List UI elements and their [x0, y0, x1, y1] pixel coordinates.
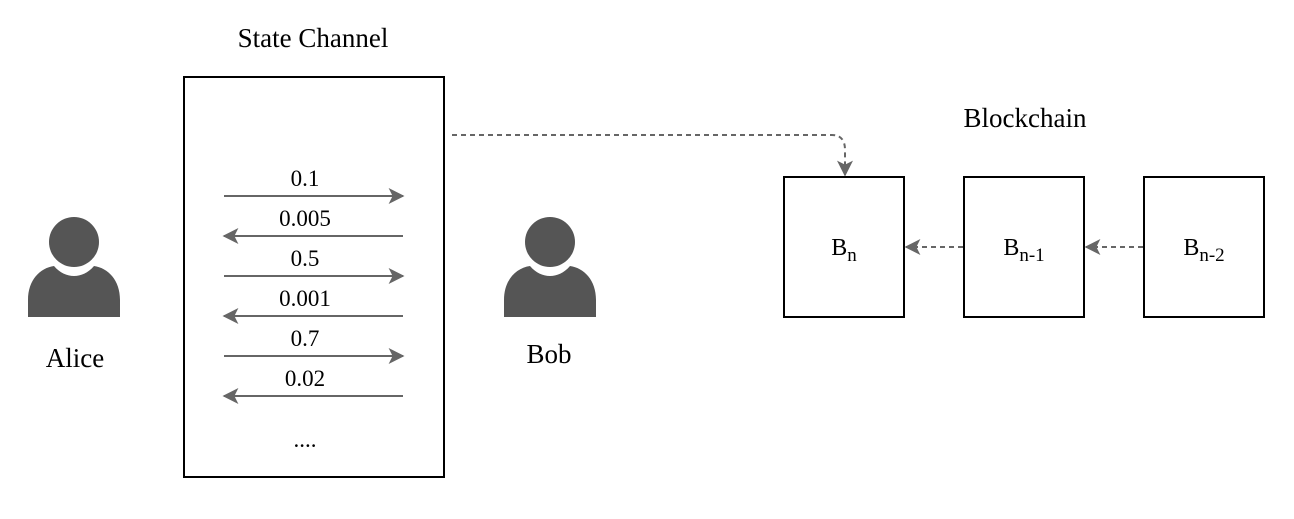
block-box	[783, 176, 905, 318]
alice-user-icon	[28, 217, 120, 317]
bob-label: Bob	[526, 339, 571, 369]
transaction-amount: 0.7	[291, 326, 320, 351]
block-label: Bn-1	[1003, 235, 1044, 266]
block-label-base: B	[831, 235, 847, 261]
transaction-amount: 0.5	[291, 246, 320, 271]
transaction-amount: 0.005	[279, 206, 331, 231]
state-channel-title: State Channel	[238, 23, 389, 53]
transaction-list: 0.1 0.005 0.5 0.001 0.7 0.02	[222, 166, 405, 404]
block-box	[963, 176, 1085, 318]
transaction-amount: 0.1	[291, 166, 320, 191]
transaction-amount: 0.001	[279, 286, 331, 311]
block-list: Bn Bn-1 Bn-2	[783, 176, 1265, 318]
transaction-amount: 0.02	[285, 366, 325, 391]
block-label: Bn	[831, 235, 857, 266]
ellipsis-text: ....	[294, 427, 317, 452]
block-label-subscript: n-1	[1019, 245, 1044, 266]
state-channel-box	[183, 76, 445, 478]
blockchain-title: Blockchain	[964, 103, 1087, 133]
block-label-subscript: n	[847, 245, 857, 266]
block-label-base: B	[1003, 235, 1019, 261]
block-label-base: B	[1183, 235, 1199, 261]
bob-user-icon	[504, 217, 596, 317]
alice-label: Alice	[46, 343, 104, 373]
block-label-subscript: n-2	[1199, 245, 1224, 266]
block-label: Bn-2	[1183, 235, 1224, 266]
block-box	[1143, 176, 1265, 318]
settlement-arrow	[452, 134, 853, 177]
